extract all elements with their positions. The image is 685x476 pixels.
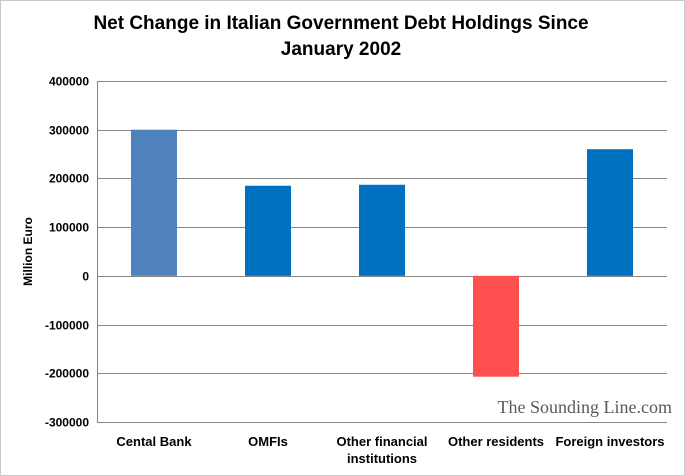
- x-tick-label: Foreign investors: [555, 434, 664, 449]
- x-tick-label: Other financial: [336, 434, 427, 449]
- x-tick-label: Other residents: [448, 434, 544, 449]
- y-tick-label: 300000: [49, 124, 89, 138]
- bar: [359, 184, 405, 276]
- bar: [245, 185, 291, 276]
- y-axis-title: Million Euro: [21, 217, 35, 286]
- chart-title: Net Change in Italian Government Debt Ho…: [93, 13, 589, 60]
- bar: [473, 275, 519, 377]
- y-tick-label: -100000: [45, 319, 89, 333]
- x-tick-label: Cental Bank: [116, 434, 192, 449]
- x-tick-label: OMFIs: [248, 434, 288, 449]
- y-tick-label: 0: [82, 270, 89, 284]
- bar: [131, 129, 177, 276]
- y-tick-label: 200000: [49, 172, 89, 186]
- y-tick-label: 400000: [49, 75, 89, 89]
- x-tick-label: institutions: [347, 451, 417, 466]
- y-tick-label: 100000: [49, 221, 89, 235]
- bar: [587, 149, 633, 276]
- watermark-text: The Sounding Line.com: [497, 397, 672, 417]
- y-tick-label: -300000: [45, 416, 89, 430]
- y-tick-label: -200000: [45, 367, 89, 381]
